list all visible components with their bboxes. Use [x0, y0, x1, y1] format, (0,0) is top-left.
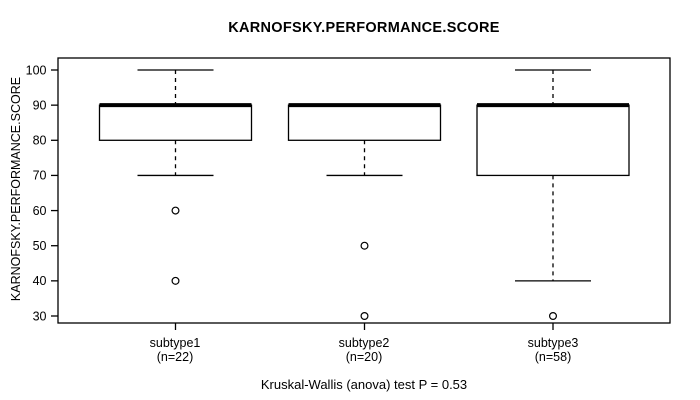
plot-border — [57, 57, 671, 324]
y-tick-label: 30 — [33, 309, 47, 323]
chart-title: KARNOFSKY.PERFORMANCE.SCORE — [228, 20, 500, 36]
boxplot-group-subtype3 — [476, 69, 630, 330]
group-n-count: (n=58) — [534, 350, 572, 364]
group-name: subtype2 — [338, 336, 390, 350]
outlier-point — [171, 206, 180, 215]
group-name: subtype1 — [149, 336, 201, 350]
y-tick-label: 80 — [33, 134, 47, 148]
boxplot-group-subtype1 — [98, 69, 253, 330]
iqr-box — [287, 104, 442, 141]
y-tick-label: 40 — [33, 274, 47, 288]
group-name: subtype3 — [527, 336, 579, 350]
y-tick-label: 50 — [33, 239, 47, 253]
x-axis-group-label-subtype1: subtype1 (n=22) — [85, 336, 265, 364]
x-axis-group-label-subtype3: subtype3 (n=58) — [463, 336, 643, 364]
y-tick-label: 90 — [33, 98, 47, 112]
y-tick-label: 60 — [33, 204, 47, 218]
y-tick-label: 70 — [33, 169, 47, 183]
iqr-box — [98, 104, 253, 141]
outlier-point — [171, 276, 180, 285]
y-tick-label: 100 — [26, 63, 47, 77]
outlier-point — [360, 312, 369, 321]
stat-test-annotation: Kruskal-Wallis (anova) test P = 0.53 — [260, 377, 468, 392]
outlier-point — [548, 312, 557, 321]
x-axis-group-label-subtype2: subtype2 (n=20) — [274, 336, 454, 364]
iqr-box — [476, 104, 630, 177]
group-n-count: (n=20) — [345, 350, 383, 364]
outlier-point — [360, 241, 369, 250]
group-n-count: (n=22) — [156, 350, 194, 364]
boxplot-group-subtype2 — [287, 103, 442, 330]
y-axis-label: KARNOFSKY.PERFORMANCE.SCORE — [9, 77, 23, 301]
